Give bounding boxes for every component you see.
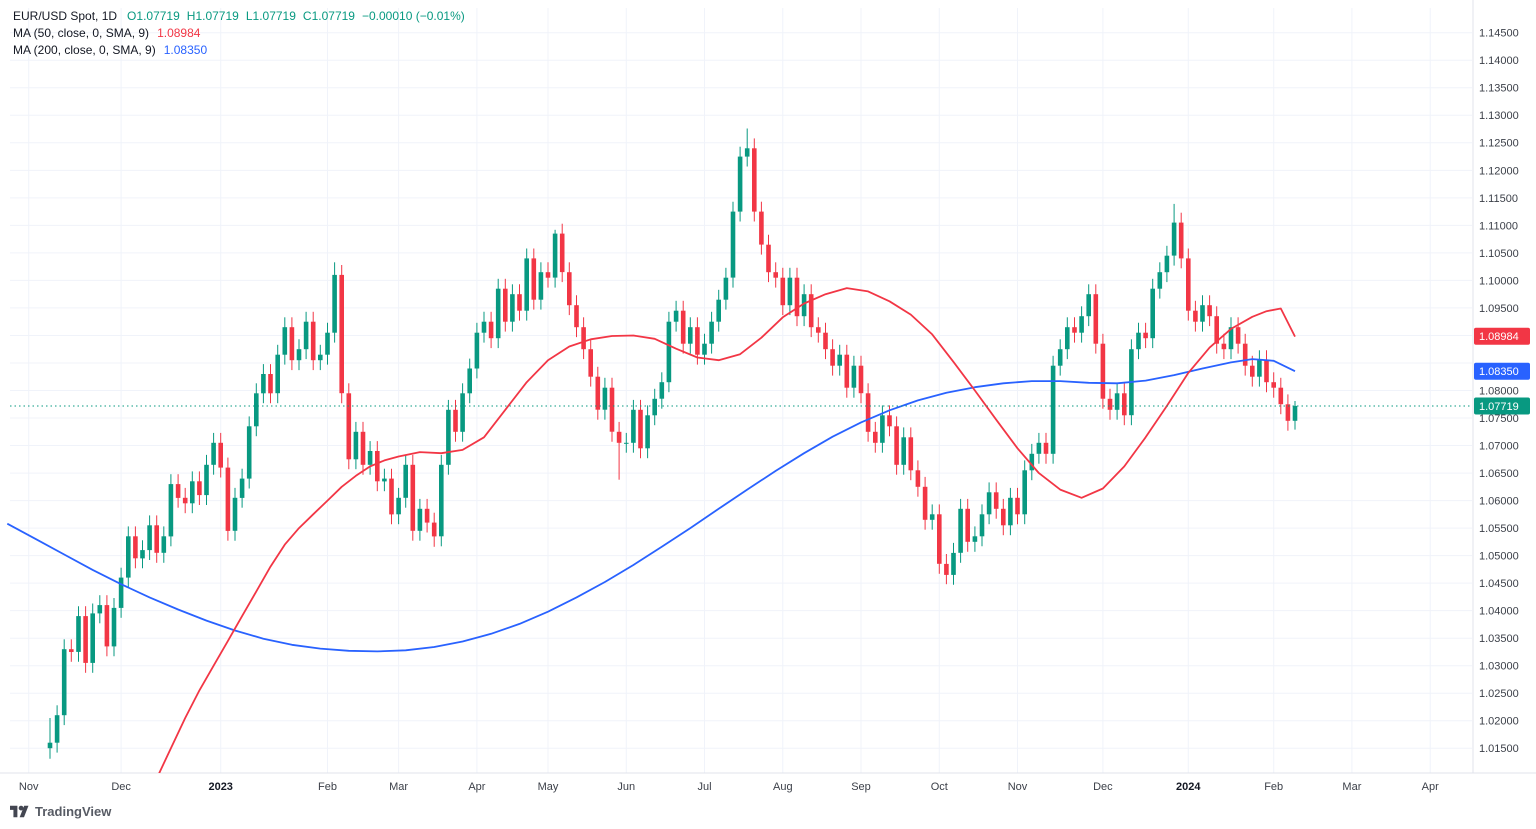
svg-text:1.11000: 1.11000 [1479,220,1518,232]
low-label: L [245,9,253,23]
ma200-legend-row: MA (200, close, 0, SMA, 9) 1.08350 [13,42,465,59]
close-label: C [302,9,312,23]
svg-text:Mar: Mar [1342,781,1361,793]
svg-text:1.08000: 1.08000 [1479,385,1519,397]
svg-text:1.11500: 1.11500 [1479,193,1518,205]
svg-text:1.02000: 1.02000 [1479,716,1519,728]
svg-text:1.08350: 1.08350 [1479,366,1519,378]
svg-text:1.12000: 1.12000 [1479,165,1519,177]
symbol-legend-row: EUR/USD Spot, 1D O1.07719 H1.07719 L1.07719… [13,8,465,25]
svg-text:Sep: Sep [851,781,871,793]
svg-text:1.06000: 1.06000 [1479,495,1519,507]
close-value: 1.07719 [311,9,355,23]
svg-text:1.06500: 1.06500 [1479,468,1519,480]
svg-text:Feb: Feb [318,781,337,793]
ma200-value: 1.08350 [163,43,208,57]
change-value: −0.00010 (−0.01%) [361,9,465,23]
svg-text:1.10500: 1.10500 [1479,248,1519,260]
svg-text:Nov: Nov [1008,781,1028,793]
svg-text:1.09500: 1.09500 [1479,303,1519,315]
svg-text:1.03500: 1.03500 [1479,633,1519,645]
svg-text:1.13000: 1.13000 [1479,110,1519,122]
svg-text:1.05500: 1.05500 [1479,523,1519,535]
svg-text:1.04500: 1.04500 [1479,578,1519,590]
svg-text:1.08984: 1.08984 [1479,331,1519,343]
open-value: 1.07719 [136,9,180,23]
svg-text:Aug: Aug [773,781,793,793]
svg-text:1.02500: 1.02500 [1479,688,1519,700]
svg-text:May: May [538,781,559,793]
open-label: O [127,9,137,23]
ma50-label[interactable]: MA (50, close, 0, SMA, 9) [13,26,150,40]
price-axis[interactable]: 1.01500 1.02000 1.02500 1.03000 1.03500 1.040… [1479,28,1519,755]
high-label: H [186,9,196,23]
last-price-badge: 1.07719 [1474,397,1530,415]
svg-text:Jun: Jun [617,781,635,793]
svg-text:Dec: Dec [111,781,131,793]
svg-text:2023: 2023 [208,781,232,793]
tradingview-attribution[interactable]: TradingView [10,804,111,819]
svg-text:1.10000: 1.10000 [1479,275,1519,287]
svg-text:1.07500: 1.07500 [1479,413,1519,425]
ma50-value: 1.08984 [157,26,201,40]
svg-text:Oct: Oct [931,781,948,793]
candlestick-series [47,128,1298,759]
ma200-badge: 1.08350 [1474,362,1530,380]
svg-text:Apr: Apr [1422,781,1439,793]
svg-text:1.04000: 1.04000 [1479,605,1519,617]
ma50-legend-row: MA (50, close, 0, SMA, 9) 1.08984 [13,25,465,42]
svg-text:Apr: Apr [468,781,485,793]
svg-text:1.14000: 1.14000 [1479,55,1519,67]
ma50-line [158,287,1296,773]
svg-text:1.07000: 1.07000 [1479,440,1519,452]
svg-text:Feb: Feb [1264,781,1283,793]
svg-text:1.12500: 1.12500 [1479,138,1519,150]
svg-text:1.03000: 1.03000 [1479,661,1519,673]
ma200-line [6,358,1296,653]
svg-text:2024: 2024 [1176,781,1201,793]
high-value: 1.07719 [195,9,239,23]
svg-text:1.07719: 1.07719 [1479,401,1519,413]
tradingview-logo [10,805,29,818]
ma200-label[interactable]: MA (200, close, 0, SMA, 9) [13,43,156,57]
tradingview-brand: TradingView [35,804,112,819]
symbol-title[interactable]: EUR/USD Spot, 1D [13,9,118,23]
svg-text:1.05000: 1.05000 [1479,550,1519,562]
price-badges: 1.08984 1.08350 1.07719 [1474,327,1530,415]
ma50-badge: 1.08984 [1474,327,1530,345]
svg-text:Mar: Mar [389,781,408,793]
svg-text:1.13500: 1.13500 [1479,83,1519,95]
legend: EUR/USD Spot, 1D O1.07719 H1.07719 L1.07719… [13,8,465,59]
time-axis[interactable]: Nov Dec 2023 Feb Mar Apr May Jun Jul Aug Sep Oct Nov… [19,781,1439,793]
svg-text:Dec: Dec [1093,781,1113,793]
svg-text:Nov: Nov [19,781,39,793]
low-value: 1.07719 [252,9,296,23]
grid-layer [10,8,1472,773]
svg-text:Jul: Jul [697,781,711,793]
svg-text:1.14500: 1.14500 [1479,28,1519,40]
svg-text:1.01500: 1.01500 [1479,743,1519,755]
